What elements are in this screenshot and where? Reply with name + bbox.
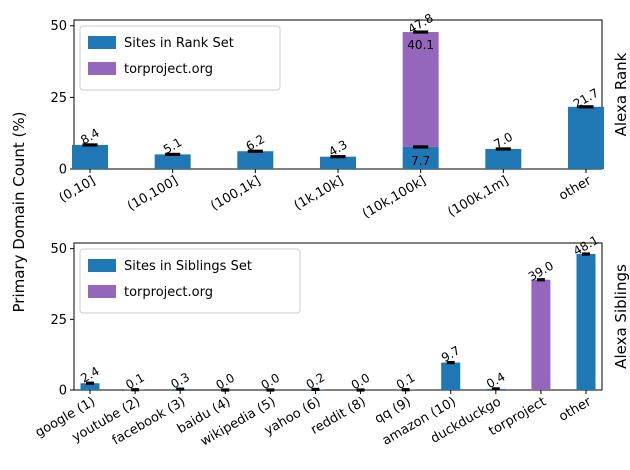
legend [79,248,301,314]
value-label: 8.4 [78,126,102,148]
y-tick-label: 25 [50,91,67,106]
bar-torproject-10k-100k [402,32,439,147]
x-tick-label-other: other [557,173,595,204]
value-label: 2.4 [78,364,102,386]
x-tick-label-100-1k: (100,1k] [208,173,263,213]
error-cap [311,387,320,392]
y-tick-label: 0 [59,163,67,178]
x-tick-label-0-10: (0,10] [57,173,98,206]
legend [79,25,281,91]
value-label: 9.7 [439,343,463,365]
error-cap [578,105,594,109]
error-cap [401,388,410,392]
value-label: 4.3 [326,137,350,159]
value-label: 0.2 [304,370,328,392]
legend-swatch [88,36,116,49]
error-cap [82,143,98,147]
x-tick-label-1k-10k: (1k,10k] [292,173,346,213]
error-cap [413,30,429,34]
x-tick-label-other: other [557,394,595,425]
value-label: 0.0 [349,371,373,393]
y-tick-label: 25 [50,313,67,328]
bar-sites-other [568,106,604,169]
value-label: 6.2 [244,132,268,154]
bar-sites-100k-1m [485,148,522,169]
bar-sites-google-1 [80,383,100,390]
value-label: 0.0 [214,371,238,393]
error-cap [176,387,185,391]
error-cap [536,278,545,282]
error-cap [247,149,263,153]
error-cap [491,387,500,391]
legend-label: torproject.org [124,62,213,77]
bar-sites-10-100 [154,154,191,169]
legend-label: Sites in Rank Set [124,36,234,51]
bar-sites-1k-10k [320,156,356,169]
bar-sites-10k-100k [402,146,439,169]
value-label: 7.0 [492,130,516,152]
error-cap [446,360,455,365]
value-label: 0.0 [259,371,283,393]
error-cap [165,152,181,156]
y-tick-label: 50 [50,19,67,34]
error-cap [413,145,429,149]
plot-frame [73,242,603,391]
legend-swatch [88,62,116,75]
value-label: 0.3 [168,370,192,392]
panel-side-label: Alexa Siblings [612,264,630,369]
error-cap [330,155,346,159]
panel-alexa-rank: 0 25 50 8.4 (0,10] 5.1 (10,100] 6.2 (100,1k] 4.3 (… [50,11,630,222]
bar-sites-100-1k [237,151,274,169]
legend-label: Sites in Siblings Set [124,259,252,274]
y-axis-label: Primary Domain Count (%) [10,112,28,313]
x-tick-label-100k-1m: (100k,1m] [445,173,511,220]
y-tick-label: 50 [50,242,67,257]
legend-swatch [88,285,116,298]
x-tick-label-10-100: (10,100] [125,173,181,214]
y-tick-label: 0 [59,384,67,399]
value-label: 5.1 [161,135,185,157]
error-cap [86,381,94,385]
panel-side-label: Alexa Rank [612,52,630,136]
error-cap [582,252,590,256]
inner-value-label: 40.1 [407,38,434,52]
x-tick-label-10k-100k: (10k,100k] [360,173,429,221]
value-label: 0.4 [484,370,508,392]
value-label: 0.1 [123,370,147,392]
legend-swatch [88,259,116,272]
error-cap [131,388,140,392]
value-label: 0.1 [394,370,418,392]
inner-value-label: 7.7 [411,154,430,168]
bar-torproject-torproject [531,279,551,390]
legend-label: torproject.org [124,285,213,300]
bar-sites-0-10 [72,144,108,169]
bar-sites-amazon-10 [441,362,461,390]
bar-sites-other [576,254,596,390]
error-cap [495,147,511,151]
